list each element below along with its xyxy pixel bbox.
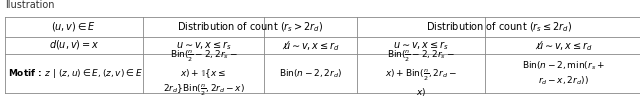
Text: $u \sim v, x \leq r_s$: $u \sim v, x \leq r_s$ bbox=[175, 39, 232, 52]
Text: $u \not\sim v, x \leq r_d$: $u \not\sim v, x \leq r_d$ bbox=[534, 38, 593, 53]
Text: $\mathrm{Bin}(\frac{n}{2} - 2, 2r_s -$
$x) + \mathrm{Bin}(\frac{n}{2}, 2r_d -$
$: $\mathrm{Bin}(\frac{n}{2} - 2, 2r_s -$ $… bbox=[385, 49, 457, 96]
Text: $\mathrm{Bin}(n - 2, \min(r_s +$
$r_d - x, 2r_d))$: $\mathrm{Bin}(n - 2, \min(r_s +$ $r_d - … bbox=[522, 59, 605, 87]
Text: Motif : $z$ $|$ $(z,u) \in E, (z,v) \in E$: Motif : $z$ $|$ $(z,u) \in E, (z,v) \in … bbox=[8, 67, 143, 80]
Text: Distribution of count $(r_s > 2r_d)$: Distribution of count $(r_s > 2r_d)$ bbox=[177, 20, 323, 34]
Text: $\mathrm{Bin}(\frac{n}{2} - 2, 2r_s -$
$x) + \mathbb{1}\{x \leq$
$2r_d\}\mathrm{: $\mathrm{Bin}(\frac{n}{2} - 2, 2r_s -$ $… bbox=[163, 49, 244, 96]
Text: $u \not\sim v, x \leq r_d$: $u \not\sim v, x \leq r_d$ bbox=[282, 38, 340, 53]
Text: Distribution of count $(r_s \leq 2r_d)$: Distribution of count $(r_s \leq 2r_d)$ bbox=[426, 20, 573, 34]
Text: $\mathrm{Bin}(n-2, 2r_d)$: $\mathrm{Bin}(n-2, 2r_d)$ bbox=[279, 67, 342, 80]
Text: $u \sim v, x \leq r_s$: $u \sim v, x \leq r_s$ bbox=[393, 39, 449, 52]
Text: llustration: llustration bbox=[5, 0, 54, 10]
Text: $(u, v) \in E$
$d(u, v) = x$: $(u, v) \in E$ $d(u, v) = x$ bbox=[49, 20, 99, 51]
